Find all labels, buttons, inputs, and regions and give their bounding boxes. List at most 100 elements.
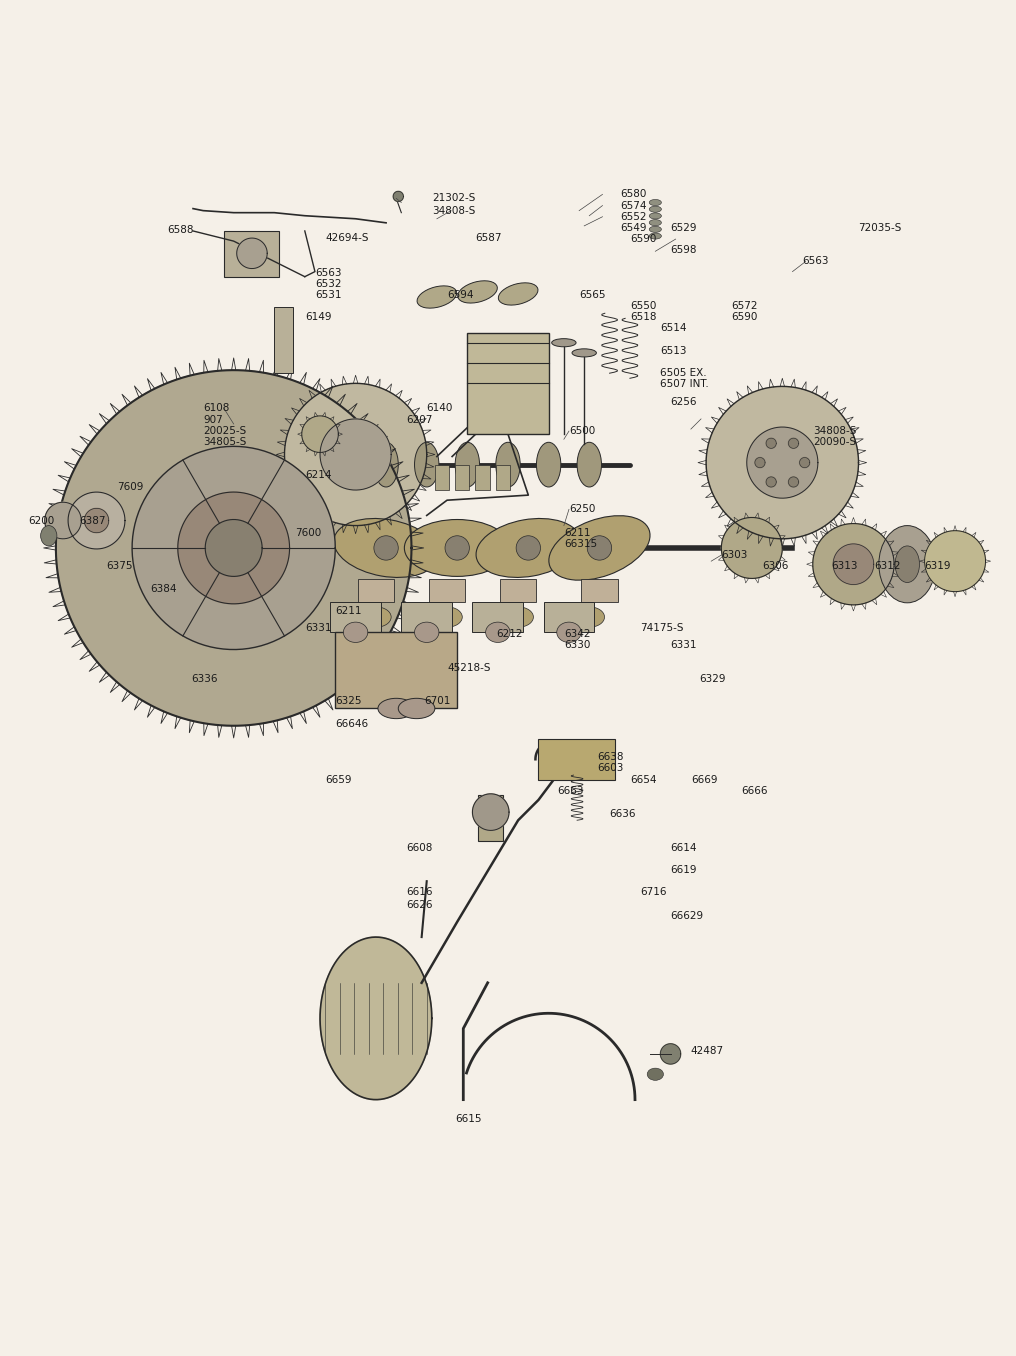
Bar <box>544 602 594 632</box>
Ellipse shape <box>374 536 398 560</box>
Text: 6514: 6514 <box>660 324 687 334</box>
Text: 6716: 6716 <box>640 887 666 898</box>
Text: 907: 907 <box>203 415 223 424</box>
Polygon shape <box>393 191 403 202</box>
Text: 42694-S: 42694-S <box>325 233 369 243</box>
Text: 6574: 6574 <box>620 201 646 210</box>
Text: 6207: 6207 <box>406 415 433 424</box>
Bar <box>358 579 394 602</box>
Text: 6507 INT.: 6507 INT. <box>660 380 709 389</box>
Text: 6552: 6552 <box>620 212 646 222</box>
Text: 6590: 6590 <box>630 235 656 244</box>
Text: 6500: 6500 <box>569 426 595 437</box>
Ellipse shape <box>647 1069 663 1081</box>
Text: 6325: 6325 <box>335 697 362 706</box>
Text: 6140: 6140 <box>427 403 453 412</box>
Ellipse shape <box>415 622 439 643</box>
Text: 6303: 6303 <box>721 551 748 560</box>
Text: 6384: 6384 <box>150 583 177 594</box>
Text: 6616: 6616 <box>406 887 433 898</box>
Text: 7609: 7609 <box>117 481 143 492</box>
Ellipse shape <box>557 622 581 643</box>
Text: 6701: 6701 <box>425 697 451 706</box>
Text: 6669: 6669 <box>691 774 717 785</box>
Text: 6387: 6387 <box>79 515 106 526</box>
Ellipse shape <box>334 518 438 578</box>
Polygon shape <box>747 427 818 498</box>
Bar <box>472 602 523 632</box>
Text: 6531: 6531 <box>315 290 341 300</box>
Bar <box>401 602 452 632</box>
Text: 34805-S: 34805-S <box>203 437 247 447</box>
Ellipse shape <box>649 233 661 239</box>
Text: 6550: 6550 <box>630 301 656 311</box>
Ellipse shape <box>895 546 919 583</box>
Bar <box>429 579 465 602</box>
Polygon shape <box>302 416 338 453</box>
Polygon shape <box>205 519 262 576</box>
Polygon shape <box>660 1044 681 1064</box>
Text: 6306: 6306 <box>762 561 788 571</box>
Text: 6580: 6580 <box>620 190 646 199</box>
Text: 6590: 6590 <box>732 312 758 323</box>
Polygon shape <box>766 477 776 487</box>
Text: 66315: 66315 <box>564 538 597 549</box>
Ellipse shape <box>404 519 510 576</box>
Ellipse shape <box>649 213 661 218</box>
Text: 6563: 6563 <box>803 256 829 266</box>
Text: 21302-S: 21302-S <box>432 194 475 203</box>
Polygon shape <box>721 518 782 579</box>
Text: 6619: 6619 <box>671 865 697 875</box>
Text: 6212: 6212 <box>496 629 522 639</box>
Text: 6594: 6594 <box>447 290 473 300</box>
Bar <box>500 579 536 602</box>
Polygon shape <box>800 457 810 468</box>
Ellipse shape <box>432 607 462 628</box>
Polygon shape <box>788 438 799 449</box>
Text: 6331: 6331 <box>305 624 331 633</box>
Ellipse shape <box>552 339 576 347</box>
Text: 6615: 6615 <box>455 1113 482 1124</box>
Text: 6588: 6588 <box>168 225 194 235</box>
Text: 6312: 6312 <box>874 561 900 571</box>
Polygon shape <box>813 523 894 605</box>
Text: 20025-S: 20025-S <box>203 426 247 437</box>
Polygon shape <box>132 446 335 650</box>
Bar <box>330 602 381 632</box>
Text: 6200: 6200 <box>28 515 55 526</box>
Text: 6614: 6614 <box>671 842 697 853</box>
Text: 66629: 66629 <box>671 911 704 921</box>
Ellipse shape <box>398 698 435 719</box>
Text: 6603: 6603 <box>597 763 624 773</box>
Ellipse shape <box>879 526 936 603</box>
Text: 66646: 66646 <box>335 719 369 728</box>
Polygon shape <box>755 457 765 468</box>
Polygon shape <box>68 492 125 549</box>
Text: 6626: 6626 <box>406 899 433 910</box>
Text: 6666: 6666 <box>742 785 768 796</box>
Ellipse shape <box>574 607 605 628</box>
Text: 6505 EX.: 6505 EX. <box>660 369 707 378</box>
Ellipse shape <box>503 607 533 628</box>
Text: 6636: 6636 <box>610 810 636 819</box>
Text: 6638: 6638 <box>597 753 624 762</box>
Text: 6250: 6250 <box>569 504 595 514</box>
Text: 6572: 6572 <box>732 301 758 311</box>
Ellipse shape <box>496 442 520 487</box>
Text: 74175-S: 74175-S <box>640 624 684 633</box>
Bar <box>475 465 490 490</box>
Polygon shape <box>284 384 427 526</box>
Ellipse shape <box>587 536 612 560</box>
Ellipse shape <box>516 536 541 560</box>
Text: 6532: 6532 <box>315 279 341 289</box>
Text: 6659: 6659 <box>325 774 352 785</box>
Text: 6319: 6319 <box>925 561 951 571</box>
Ellipse shape <box>649 226 661 232</box>
Polygon shape <box>178 492 290 603</box>
Bar <box>455 465 469 490</box>
Ellipse shape <box>378 698 415 719</box>
Text: 6331: 6331 <box>671 640 697 651</box>
Text: 6518: 6518 <box>630 312 656 323</box>
Text: 6549: 6549 <box>620 222 646 233</box>
Bar <box>538 739 615 780</box>
